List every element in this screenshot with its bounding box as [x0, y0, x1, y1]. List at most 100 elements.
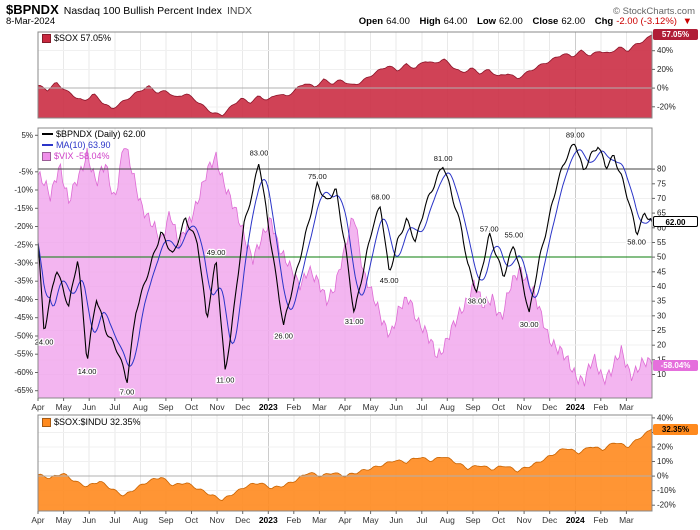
pivot-label: 7.00 — [120, 387, 135, 396]
x-tick-label: Jun — [82, 402, 96, 412]
x-tick-label: Nov — [210, 515, 226, 525]
y-tick-label: 25 — [657, 326, 666, 335]
x-tick-label: Feb — [286, 402, 301, 412]
sox-change-area — [38, 34, 652, 118]
y-tick-label: -60% — [14, 368, 33, 377]
y-tick-label: 20% — [657, 443, 673, 452]
date-quote-row: 8-Mar-2024 Open 64.00 High 64.00 Low 62.00 … — [6, 16, 692, 27]
pivot-label: 11.00 — [216, 376, 234, 385]
high-label: High — [419, 16, 441, 27]
panel-border — [37, 31, 653, 119]
y-tick-label: -20% — [657, 501, 676, 510]
down-arrow-icon: ▼ — [682, 16, 692, 27]
sox-change-outline — [37, 34, 653, 117]
pivot-label: 55.00 — [505, 231, 524, 240]
sox-legend: $SOX 57.05% — [42, 33, 111, 43]
pivot-label: 31.00 — [345, 317, 364, 326]
y-tick-label: -10% — [657, 486, 676, 495]
x-tick-label: Mar — [619, 515, 634, 525]
panel-sox: 40% 20% 0% -20% — [37, 31, 676, 119]
bpndx-line — [37, 143, 653, 383]
x-tick-label: Dec — [542, 402, 558, 412]
bpndx-legend-label: $BPNDX (Daily) 62.00 — [56, 129, 146, 139]
y-tick-label: -65% — [14, 386, 33, 395]
pivot-label: 75.00 — [308, 172, 327, 181]
low-value: 62.00 — [499, 16, 523, 27]
x-tick-label: 2023 — [259, 402, 278, 412]
index-name: Nasdaq 100 Bullish Percent Index — [63, 5, 222, 17]
y-tick-label: 0% — [657, 472, 669, 481]
y-tick-label: 60 — [657, 223, 666, 232]
y-tick-label: -15% — [14, 204, 33, 213]
x-tick-label: Jul — [109, 515, 120, 525]
panel-ratio: 40%30%20%10%0%-10%-20%AprMayJunJulAugSep… — [31, 413, 675, 525]
ma-legend: MA(10) 63.90 — [42, 140, 111, 150]
panel-main: 24.00 14.00 7.00 49.00 11.00 83.00 26.00 75.00 3… — [14, 127, 666, 412]
x-tick-label: Aug — [440, 402, 455, 412]
x-tick-label: Aug — [133, 515, 148, 525]
y-tick-label: 55 — [657, 238, 666, 247]
x-tick-label: Oct — [492, 515, 506, 525]
pivot-label: 58.00 — [627, 238, 646, 247]
x-tick-label: Feb — [593, 515, 608, 525]
chart-date: 8-Mar-2024 — [6, 16, 56, 27]
pivot-label: 83.00 — [250, 148, 269, 157]
y-tick-label: 50 — [657, 253, 666, 262]
chg-value: -2.00 (-3.12%) — [616, 16, 677, 27]
x-tick-label: May — [363, 402, 380, 412]
y-tick-label: -20% — [657, 102, 676, 111]
ma-legend-label: MA(10) 63.90 — [56, 140, 111, 150]
sox-indu-ratio-last-value-badge: 32.35% — [653, 423, 698, 435]
pivot-label: 24.00 — [35, 337, 54, 346]
y-tick-label: 65 — [657, 209, 666, 218]
y-tick-label: 80 — [657, 165, 666, 174]
x-tick-label: 2024 — [566, 402, 585, 412]
x-tick-label: Apr — [338, 515, 351, 525]
x-tick-label: Mar — [619, 402, 634, 412]
x-tick-label: Nov — [210, 402, 226, 412]
close-label: Close — [532, 16, 559, 27]
low-label: Low — [477, 16, 497, 27]
sox-legend-label: $SOX 57.05% — [54, 33, 112, 43]
quote-bar: Open 64.00 High 64.00 Low 62.00 Close 62.00 … — [352, 16, 692, 27]
vix-change-area — [38, 147, 652, 398]
sox-swatch-icon — [42, 33, 51, 43]
x-tick-label: Dec — [542, 515, 558, 525]
x-tick-label: Sep — [465, 515, 480, 525]
ma-line-icon — [42, 144, 53, 146]
y-tick-label: 0% — [657, 84, 669, 93]
ratio-swatch-icon — [42, 417, 51, 427]
x-tick-label: Sep — [158, 515, 173, 525]
x-tick-label: 2024 — [566, 515, 585, 525]
pivot-label: 45.00 — [380, 276, 399, 285]
ma-line — [37, 149, 653, 367]
pivot-label: 38.00 — [468, 296, 487, 305]
y-tick-label: -35% — [14, 277, 33, 286]
x-tick-label: Jun — [82, 515, 96, 525]
vix-change-last-value-badge: -58.04% — [653, 359, 698, 371]
y-tick-label: 75 — [657, 179, 666, 188]
y-tick-label: 30 — [657, 311, 666, 320]
pivot-label: 30.00 — [520, 320, 539, 329]
x-tick-label: Jul — [416, 515, 427, 525]
y-tick-label: 70 — [657, 194, 666, 203]
ratio-legend-label: $SOX:$INDU 32.35% — [54, 417, 141, 427]
y-tick-label: 40% — [657, 413, 673, 422]
copyright: © StockCharts.com — [613, 6, 695, 17]
symbol: $BPNDX — [6, 2, 59, 17]
x-tick-label: Feb — [286, 515, 301, 525]
x-tick-label: Dec — [235, 402, 251, 412]
x-tick-label: May — [363, 515, 380, 525]
y-tick-label: 10% — [657, 457, 673, 466]
sox-indu-ratio-outline — [37, 428, 653, 501]
x-tick-label: Sep — [465, 402, 480, 412]
y-tick-label: -30% — [14, 259, 33, 268]
high-value: 64.00 — [443, 16, 468, 27]
chart-header: $BPNDX Nasdaq 100 Bullish Percent Index … — [6, 2, 695, 17]
y-tick-label: -5% — [19, 167, 33, 176]
y-tick-label: 45 — [657, 267, 666, 276]
x-tick-label: Jul — [109, 402, 120, 412]
x-tick-label: May — [56, 402, 73, 412]
pivot-label: 57.00 — [480, 225, 499, 234]
